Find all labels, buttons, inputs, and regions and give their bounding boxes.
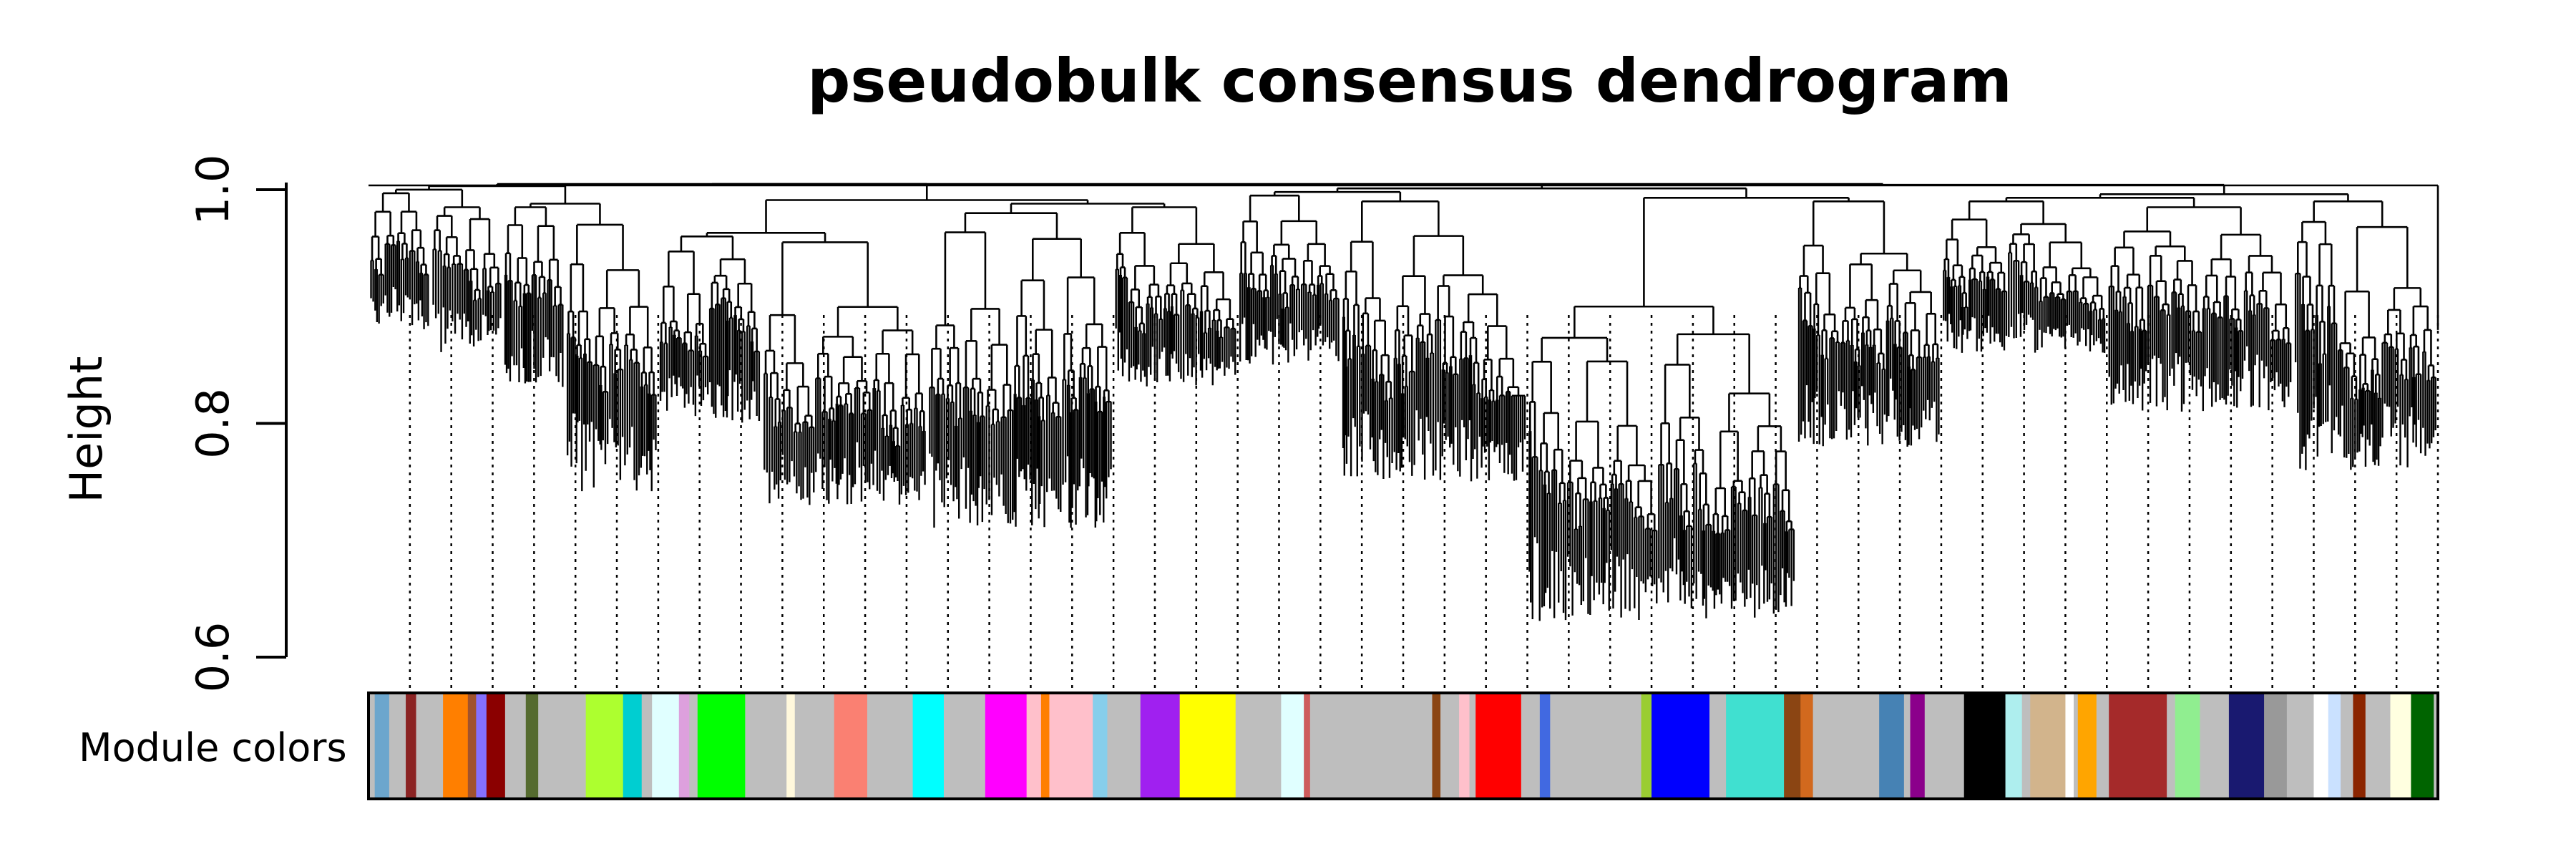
- module-color-bar: [369, 693, 2439, 799]
- module-color-segment: [2411, 693, 2434, 799]
- module-color-segment: [1475, 693, 1522, 799]
- module-color-segment: [1652, 693, 1710, 799]
- module-color-segment: [689, 693, 698, 799]
- module-color-segment: [1459, 693, 1470, 799]
- module-color-segment: [2286, 693, 2314, 799]
- module-color-segment: [1539, 693, 1551, 799]
- y-tick-label: 0.8: [187, 388, 239, 459]
- y-axis: 0.6 0.8 1.0: [187, 155, 288, 693]
- module-color-segment: [1709, 693, 1727, 799]
- module-color-segment: [467, 693, 477, 799]
- module-color-segment: [416, 693, 444, 799]
- module-color-segment: [1432, 693, 1441, 799]
- module-color-segment: [389, 693, 406, 799]
- module-color-segment: [1281, 693, 1304, 799]
- module-color-segment: [794, 693, 835, 799]
- module-color-segment: [2390, 693, 2411, 799]
- module-color-segment: [1813, 693, 1880, 799]
- module-color-segment: [1107, 693, 1141, 799]
- module-color-segment: [1726, 693, 1785, 799]
- module-color-segment: [2328, 693, 2341, 799]
- module-color-segment: [2109, 693, 2167, 799]
- module-color-segment: [2365, 693, 2391, 799]
- module-color-segment: [867, 693, 914, 799]
- y-axis-label: Height: [60, 356, 112, 503]
- module-color-segment: [2434, 693, 2439, 799]
- module-color-segment: [1924, 693, 1965, 799]
- module-color-segment: [1235, 693, 1282, 799]
- module-color-segment: [1910, 693, 1926, 799]
- module-color-bar-frame: [367, 691, 2439, 800]
- module-color-segment: [1521, 693, 1541, 799]
- module-color-segment: [2353, 693, 2366, 799]
- module-color-segment: [2200, 693, 2230, 799]
- module-color-segment: [1963, 693, 2006, 799]
- module-color-segment: [1026, 693, 1042, 799]
- module-color-segment: [2077, 693, 2097, 799]
- module-color-segment: [2167, 693, 2176, 799]
- module-color-segment: [1784, 693, 1801, 799]
- y-tick-label: 1.0: [187, 155, 239, 225]
- module-color-segment: [1140, 693, 1181, 799]
- y-ticks: 0.6 0.8 1.0: [187, 155, 286, 693]
- module-color-segment: [652, 693, 680, 799]
- module-color-segment: [1800, 693, 1814, 799]
- module-color-segment: [1903, 693, 1911, 799]
- module-color-segment: [2021, 693, 2031, 799]
- module-color-segment: [2228, 693, 2265, 799]
- module-color-segment: [1049, 693, 1093, 799]
- module-colors-label: Module colors: [79, 725, 347, 770]
- module-color-segment: [2096, 693, 2109, 799]
- module-color-segment: [369, 693, 376, 799]
- module-color-segment: [443, 693, 469, 799]
- module-color-segment: [476, 693, 487, 799]
- module-color-segment: [834, 693, 868, 799]
- module-color-segment: [538, 693, 587, 799]
- module-color-segment: [912, 693, 945, 799]
- module-color-segment: [374, 693, 390, 799]
- module-color-segment: [1440, 693, 1460, 799]
- chart-title: pseudobulk consensus dendrogram: [807, 46, 2012, 116]
- module-color-segment: [486, 693, 506, 799]
- module-color-segment: [2030, 693, 2066, 799]
- module-color-segment: [985, 693, 1028, 799]
- module-color-segment: [745, 693, 787, 799]
- module-color-segment: [2005, 693, 2023, 799]
- module-color-segment: [697, 693, 746, 799]
- module-color-segment: [2264, 693, 2288, 799]
- module-color-segment: [786, 693, 796, 799]
- module-color-segment: [2065, 693, 2074, 799]
- module-color-segment: [943, 693, 986, 799]
- module-color-segment: [1641, 693, 1652, 799]
- module-color-segment: [641, 693, 653, 799]
- module-color-segment: [1469, 693, 1476, 799]
- module-color-segment: [1304, 693, 1311, 799]
- dendrogram-tree: [369, 183, 2439, 621]
- module-color-segment: [1879, 693, 1905, 799]
- module-color-segment: [2175, 693, 2200, 799]
- module-color-segment: [2074, 693, 2079, 799]
- module-color-segment: [504, 693, 527, 799]
- module-color-segment: [1179, 693, 1236, 799]
- module-color-segment: [623, 693, 643, 799]
- module-color-segment: [2313, 693, 2329, 799]
- module-color-segment: [1093, 693, 1108, 799]
- module-color-segment: [406, 693, 417, 799]
- module-color-segment: [585, 693, 624, 799]
- module-color-segment: [525, 693, 539, 799]
- module-color-segment: [1309, 693, 1433, 799]
- module-color-segment: [1550, 693, 1642, 799]
- module-color-segment: [1040, 693, 1050, 799]
- y-tick-label: 0.6: [187, 622, 239, 693]
- module-color-segment: [2341, 693, 2353, 799]
- module-color-segment: [678, 693, 690, 799]
